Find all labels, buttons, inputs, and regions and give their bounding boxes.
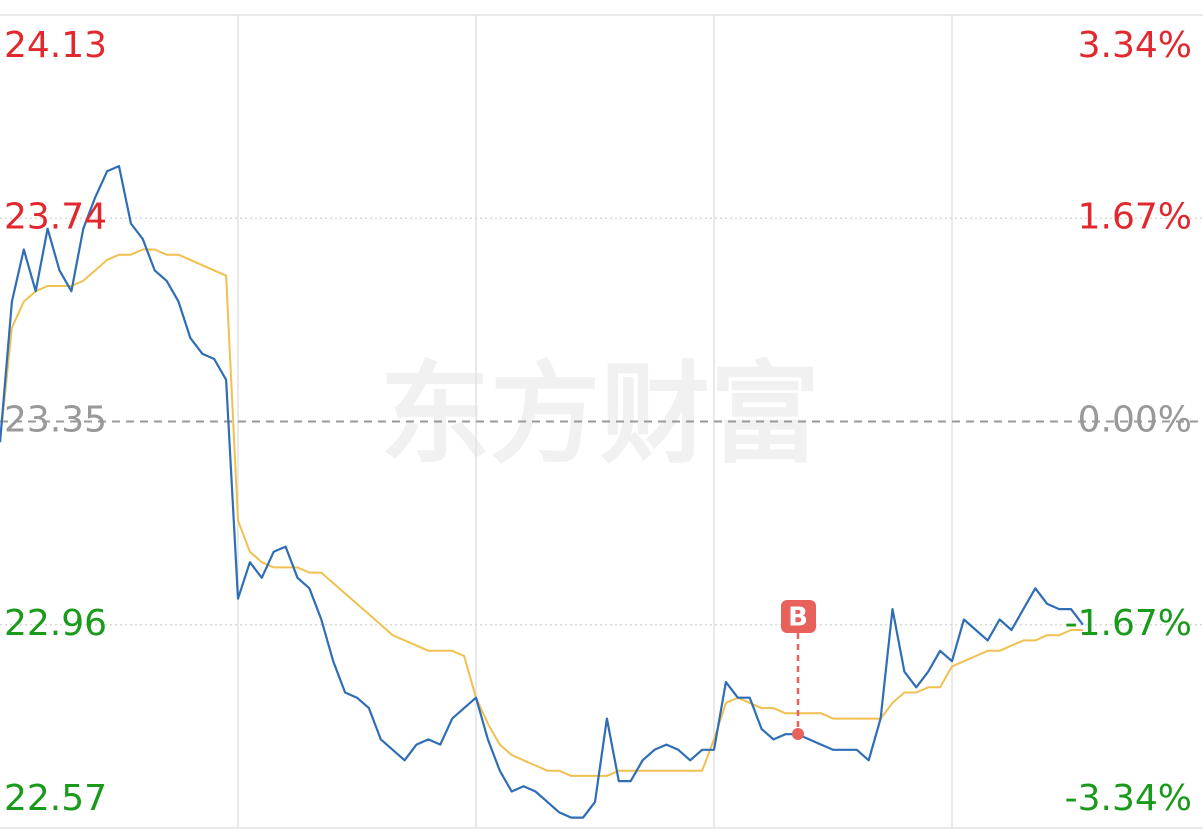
marker-dot <box>792 728 804 740</box>
axis-labels: 24.13 23.74 23.35 22.96 22.57 3.34% 1.67% 0.00%… <box>4 25 1192 819</box>
y2-tick-label: 0.00% <box>1078 400 1192 441</box>
y2-tick-label: 1.67% <box>1078 196 1192 237</box>
y-tick-label: 22.57 <box>4 778 107 819</box>
y-tick-label: 23.35 <box>4 400 107 441</box>
trade-marker: B <box>781 600 816 740</box>
grid <box>0 217 1203 626</box>
lines <box>0 165 1084 819</box>
y-tick-label: 22.96 <box>4 603 107 644</box>
series-line <box>0 165 1084 819</box>
y2-tick-label: -1.67% <box>1065 603 1192 644</box>
series-line <box>0 248 1083 777</box>
marker-badge <box>781 600 816 633</box>
y-tick-label: 23.74 <box>4 196 107 237</box>
y-tick-label: 24.13 <box>4 25 107 66</box>
watermark: 东方财富 <box>380 350 820 478</box>
marker-label: B <box>788 603 808 633</box>
y2-tick-label: -3.34% <box>1065 778 1192 819</box>
y2-tick-label: 3.34% <box>1078 25 1192 66</box>
